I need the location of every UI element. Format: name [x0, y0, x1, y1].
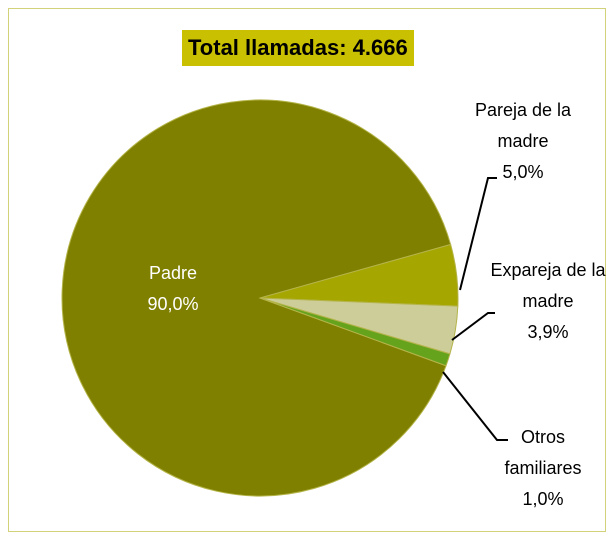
category-label: Pareja de la madre — [474, 100, 572, 151]
pie-slice — [259, 297, 451, 367]
slice-label: Padre 90,0% — [118, 258, 228, 320]
value-label: 5,0% — [502, 162, 544, 182]
chart-frame — [8, 8, 606, 532]
leader-line — [451, 312, 495, 341]
category-label: Padre — [148, 263, 198, 283]
category-label: Expareja de la madre — [490, 260, 606, 311]
value-label: 1,0% — [522, 489, 564, 509]
slice-label: Pareja de la madre 5,0% — [462, 95, 584, 188]
value-label: 90,0% — [147, 294, 199, 314]
category-label: Otros familiares — [504, 427, 582, 478]
slice-label: Otros familiares 1,0% — [484, 422, 602, 515]
pie-slice — [61, 99, 452, 497]
chart-title: Total llamadas: 4.666 — [182, 30, 414, 66]
slice-label: Expareja de la madre 3,9% — [482, 255, 614, 348]
leader-line — [459, 177, 497, 291]
value-label: 3,9% — [527, 322, 569, 342]
leader-line — [442, 371, 508, 441]
